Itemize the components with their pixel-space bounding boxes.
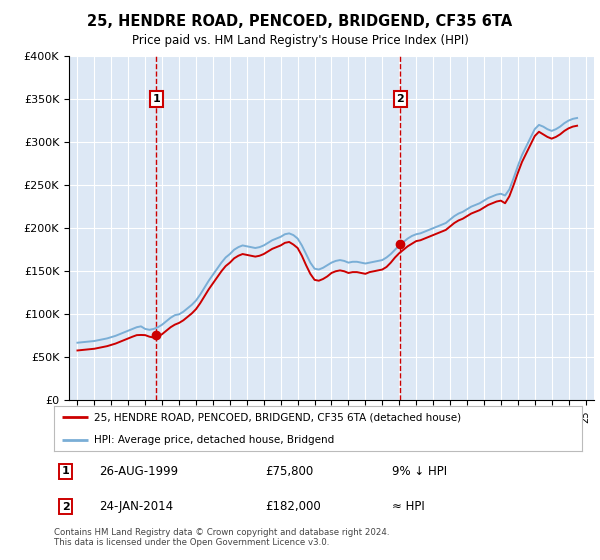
Text: 1: 1 [62,466,70,476]
Text: 9% ↓ HPI: 9% ↓ HPI [392,465,447,478]
Text: Price paid vs. HM Land Registry's House Price Index (HPI): Price paid vs. HM Land Registry's House … [131,34,469,46]
Text: £75,800: £75,800 [265,465,313,478]
Text: 25, HENDRE ROAD, PENCOED, BRIDGEND, CF35 6TA: 25, HENDRE ROAD, PENCOED, BRIDGEND, CF35… [88,14,512,29]
Text: 25, HENDRE ROAD, PENCOED, BRIDGEND, CF35 6TA (detached house): 25, HENDRE ROAD, PENCOED, BRIDGEND, CF35… [94,412,461,422]
Text: £182,000: £182,000 [265,500,321,514]
Text: 24-JAN-2014: 24-JAN-2014 [99,500,173,514]
Text: 2: 2 [397,94,404,104]
Text: 1: 1 [152,94,160,104]
Text: Contains HM Land Registry data © Crown copyright and database right 2024.
This d: Contains HM Land Registry data © Crown c… [54,528,389,547]
Text: 2: 2 [62,502,70,512]
Text: ≈ HPI: ≈ HPI [392,500,425,514]
Text: HPI: Average price, detached house, Bridgend: HPI: Average price, detached house, Brid… [94,435,334,445]
Text: 26-AUG-1999: 26-AUG-1999 [99,465,178,478]
